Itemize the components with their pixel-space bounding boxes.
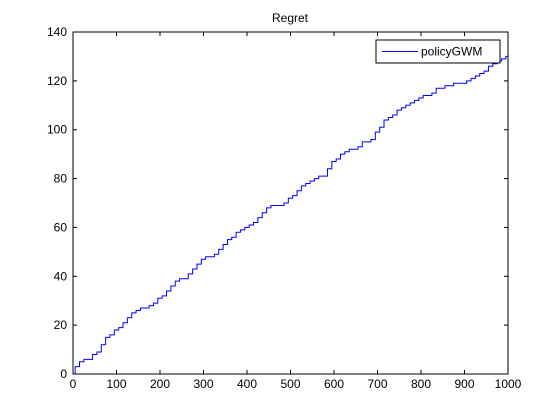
x-tick-label: 0 — [70, 377, 77, 391]
y-tick-label: 140 — [47, 25, 67, 39]
legend: policyGWM — [375, 39, 501, 64]
x-tick-label: 900 — [454, 377, 474, 391]
chart-title: Regret — [272, 11, 309, 25]
plot-frame — [72, 31, 509, 375]
plot-area — [73, 32, 508, 374]
legend-box — [375, 39, 501, 64]
y-tick-label: 100 — [47, 123, 67, 137]
series-layer — [73, 55, 508, 375]
y-tick-label: 20 — [54, 318, 68, 332]
y-tick-label: 40 — [54, 269, 68, 283]
y-tick-label: 80 — [54, 172, 68, 186]
x-tick-label: 400 — [237, 377, 257, 391]
x-tick-label: 100 — [106, 377, 126, 391]
axis-ticks: 0 100 200 300 400 500 600 700 800 900 1000 0 20 40 60 8… — [47, 25, 522, 391]
x-tick-label: 800 — [411, 377, 431, 391]
series-line-policyGWM — [73, 55, 508, 375]
y-tick-label: 120 — [47, 74, 67, 88]
x-tick-label: 700 — [367, 377, 387, 391]
y-tick-label: 0 — [60, 367, 67, 381]
x-tick-label: 500 — [280, 377, 300, 391]
x-tick-label: 600 — [324, 377, 344, 391]
x-tick-label: 200 — [150, 377, 170, 391]
x-tick-label: 1000 — [495, 377, 522, 391]
legend-label: policyGWM — [421, 45, 482, 59]
x-tick-label: 300 — [193, 377, 213, 391]
y-tick-label: 60 — [54, 220, 68, 234]
